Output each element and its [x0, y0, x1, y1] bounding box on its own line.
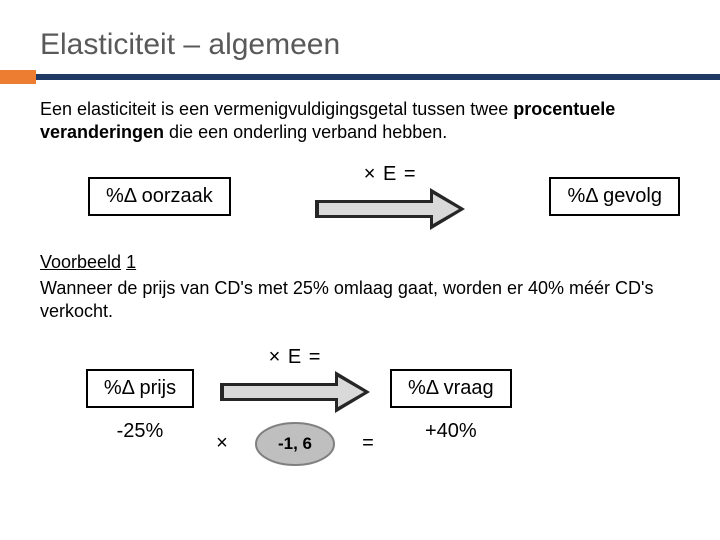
intro-post: die een onderling verband hebben.	[164, 122, 447, 142]
intro-text: Een elasticiteit is een vermenigvuldigin…	[40, 98, 680, 145]
effect-box-2: %Δ vraag	[390, 369, 512, 408]
values-inline: × -1, 6 =	[212, 421, 378, 467]
example-heading-num: 1	[126, 252, 136, 272]
times-symbol: ×	[212, 432, 232, 455]
divider-accent	[0, 70, 36, 84]
cause-box: %Δ oorzaak	[88, 177, 231, 216]
divider-bar	[0, 74, 720, 80]
elasticity-oval: -1, 6	[254, 421, 336, 467]
page-title: Elasticiteit – algemeen	[40, 28, 680, 62]
title-divider	[40, 74, 720, 80]
effect-value: +40%	[391, 420, 511, 443]
equals-symbol: =	[358, 432, 378, 455]
cause-value: -25%	[80, 420, 200, 443]
effect-box: %Δ gevolg	[549, 177, 680, 216]
elasticity-value: -1, 6	[254, 421, 336, 467]
operator-label: × E =	[364, 163, 417, 186]
cause-box-2: %Δ prijs	[86, 369, 194, 408]
example-text: Wanneer de prijs van CD's met 25% omlaag…	[40, 277, 680, 324]
example-heading: Voorbeeld 1	[40, 252, 680, 273]
formula-generic: %Δ oorzaak × E = %Δ gevolg	[88, 163, 680, 230]
operator-label-2: × E =	[269, 346, 322, 369]
intro-pre: Een elasticiteit is een vermenigvuldigin…	[40, 99, 513, 119]
formula-example: %Δ prijs -25% × E = × -1, 6 =	[80, 346, 680, 467]
slide: Elasticiteit – algemeen Een elasticiteit…	[0, 0, 720, 540]
example-heading-label: Voorbeeld	[40, 252, 121, 272]
arrow-right-icon	[220, 371, 370, 413]
arrow-right-icon	[315, 188, 465, 230]
